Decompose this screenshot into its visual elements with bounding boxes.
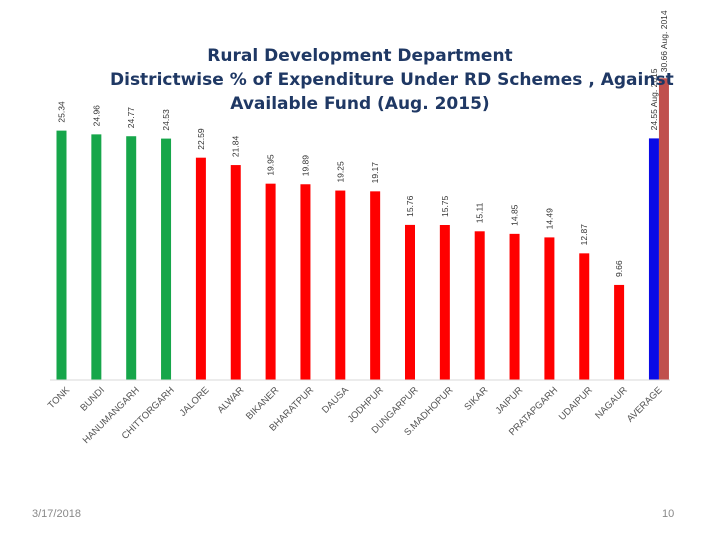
bar-bikaner (265, 183, 276, 380)
category-label: AVERAGE (625, 385, 665, 425)
value-label: 22.59 (196, 128, 206, 150)
category-label: DAUSA (320, 384, 351, 415)
value-label: 15.76 (405, 195, 415, 217)
value-label: 14.49 (544, 208, 554, 230)
chart-title-line-3: Available Fund (Aug. 2015) (230, 94, 490, 114)
value-label: 24.53 (161, 109, 171, 131)
bar-jaipur (509, 233, 520, 380)
value-label: 24.55 Aug. 2015 (649, 68, 659, 130)
bar-dungarpur (405, 224, 415, 380)
chart-title: Rural Development Department Districtwis… (110, 44, 674, 116)
bar-pratapgarh (544, 237, 555, 380)
bar-sikar (474, 231, 485, 380)
value-label: 15.11 (475, 202, 485, 223)
bar-jodhpur (370, 191, 381, 380)
bar-jalore (195, 157, 206, 380)
value-label: 9.66 (614, 260, 624, 277)
category-label: SIKAR (462, 385, 490, 413)
bar-bharatpur (300, 184, 311, 380)
bar-smadhopur (439, 225, 450, 380)
bar-chittorgarh (161, 138, 172, 380)
value-label: 24.77 (126, 107, 136, 129)
footer-date: 3/17/2018 (32, 508, 81, 520)
value-label: 25.34 (57, 101, 67, 123)
bar-nagaur (614, 284, 625, 380)
bar-average-aug-2014 (658, 78, 669, 381)
category-label: NAGAUR (593, 385, 630, 422)
bar-dausa (335, 190, 346, 380)
category-label: TONK (46, 384, 73, 411)
value-label: 19.89 (300, 155, 310, 177)
value-label: 12.87 (579, 224, 589, 246)
value-label: 24.96 (91, 105, 101, 127)
value-label: 14.85 (510, 204, 520, 226)
category-label: ALWAR (215, 385, 246, 416)
bar-bundi (91, 134, 102, 380)
chart-title-line-1: Rural Development Department (207, 46, 513, 66)
bar-tonk (56, 130, 67, 380)
bar-average (648, 138, 659, 380)
value-label: 19.17 (370, 162, 380, 184)
category-label: UDAIPUR (557, 385, 595, 423)
category-label: JAIPUR (494, 385, 526, 417)
category-label: JALORE (178, 385, 212, 419)
value-label: 19.25 (335, 161, 345, 183)
value-label: 19.95 (266, 154, 276, 176)
chart-title-line-2: Districtwise % of Expenditure Under RD S… (110, 70, 674, 90)
value-label: 21.84 (231, 136, 241, 158)
bar-udaipur (579, 253, 590, 380)
value-label: 15.75 (440, 195, 450, 217)
category-label: BUNDI (78, 385, 107, 414)
bar-hanumangarh (126, 136, 137, 380)
value-label-aug-2014: 30.66 Aug. 2014 (659, 10, 669, 72)
bar-alwar (230, 165, 241, 380)
page-number: 10 (662, 508, 675, 520)
